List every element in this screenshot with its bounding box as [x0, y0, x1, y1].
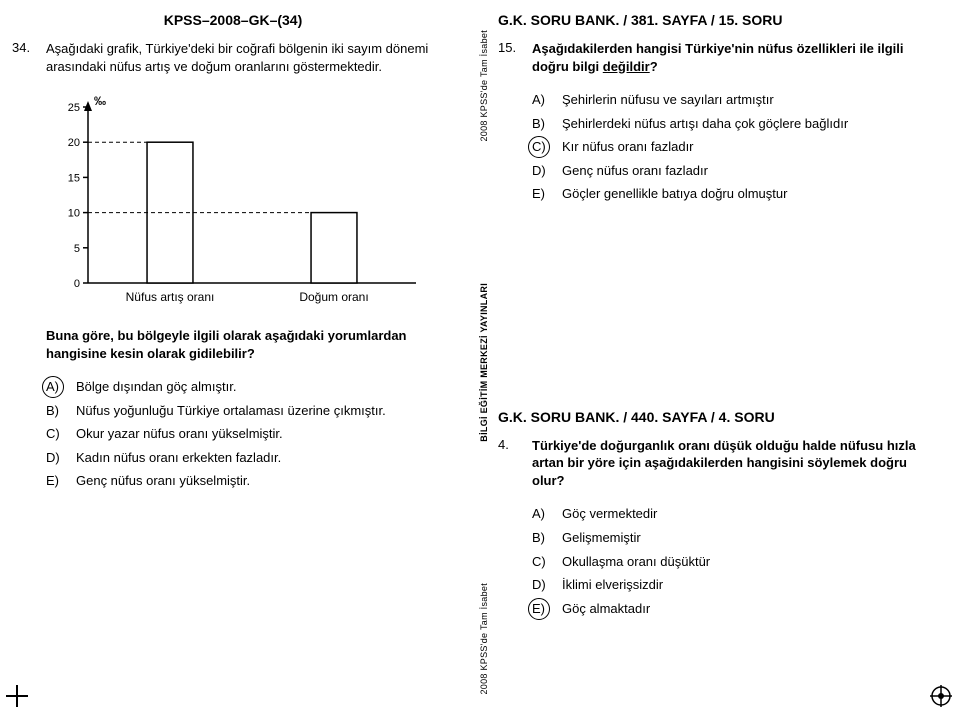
q4-opt-a: A) Göç vermektedir	[532, 505, 926, 523]
left-header: KPSS–2008–GK–(34)	[12, 12, 454, 28]
q34-text: Aşağıdaki grafik, Türkiye'deki bir coğra…	[46, 40, 454, 85]
svg-text:10: 10	[68, 208, 80, 220]
option-text: Göçler genellikle batıya doğru olmuştur	[562, 185, 926, 203]
svg-text:‰: ‰	[94, 94, 106, 108]
q4-opt-b: B) Gelişmemiştir	[532, 529, 926, 547]
svg-text:15: 15	[68, 172, 80, 184]
svg-text:20: 20	[68, 137, 80, 149]
q15-text: Aşağıdakilerden hangisi Türkiye'nin nüfu…	[532, 40, 926, 85]
option-letter: E)	[532, 600, 562, 618]
option-text: Gelişmemiştir	[562, 529, 926, 547]
q15-prompt: Aşağıdakilerden hangisi Türkiye'nin nüfu…	[532, 40, 926, 75]
option-text: Kır nüfus oranı fazladır	[562, 138, 926, 156]
svg-text:5: 5	[74, 243, 80, 255]
svg-text:Doğum oranı: Doğum oranı	[299, 290, 368, 304]
chart-svg: 0 5 10 15 20 25 ‰ Nüfus artış oranı Doğum oranı	[46, 93, 426, 313]
q15: 15. Aşağıdakilerden hangisi Türkiye'nin …	[498, 40, 926, 85]
option-text: İklimi elverişsizdir	[562, 576, 926, 594]
q15-opt-b: B) Şehirlerdeki nüfus artışı daha çok gö…	[532, 115, 926, 133]
q15-options: A) Şehirlerin nüfusu ve sayıları artmışt…	[532, 91, 926, 203]
q15-number: 15.	[498, 40, 532, 85]
q15-opt-d: D) Genç nüfus oranı fazladır	[532, 162, 926, 180]
q34-number: 34.	[12, 40, 46, 85]
q34-opt-b: B) Nüfus yoğunluğu Türkiye ortalaması üz…	[46, 402, 454, 420]
page-root: KPSS–2008–GK–(34) 34. Aşağıdaki grafik, …	[0, 0, 960, 715]
option-text: Nüfus yoğunluğu Türkiye ortalaması üzeri…	[76, 402, 454, 420]
svg-text:0: 0	[74, 278, 80, 290]
option-letter: D)	[532, 162, 562, 180]
q34-chart: 0 5 10 15 20 25 ‰ Nüfus artış oranı Doğum oranı	[46, 93, 426, 313]
q4-options: A) Göç vermektedir B) Gelişmemiştir C) O…	[532, 505, 926, 617]
option-text: Genç nüfus oranı yükselmiştir.	[76, 472, 454, 490]
q4-opt-c: C) Okullaşma oranı düşüktür	[532, 553, 926, 571]
q34-opt-d: D) Kadın nüfus oranı erkekten fazladır.	[46, 449, 454, 467]
option-text: Şehirlerdeki nüfus artışı daha çok göçle…	[562, 115, 926, 133]
q34: 34. Aşağıdaki grafik, Türkiye'deki bir c…	[12, 40, 454, 85]
option-letter: A)	[46, 378, 76, 396]
q4: 4. Türkiye'de doğurganlık oranı düşük ol…	[498, 437, 926, 500]
option-letter: D)	[532, 576, 562, 594]
right-column: G.K. SORU BANK. / 381. SAYFA / 15. SORU …	[472, 0, 944, 715]
option-text: Genç nüfus oranı fazladır	[562, 162, 926, 180]
q4-prompt: Türkiye'de doğurganlık oranı düşük olduğ…	[532, 437, 926, 490]
option-letter: D)	[46, 449, 76, 467]
option-text: Göç almaktadır	[562, 600, 926, 618]
q34-opt-a: A) Bölge dışından göç almıştır.	[46, 378, 454, 396]
q15-opt-a: A) Şehirlerin nüfusu ve sayıları artmışt…	[532, 91, 926, 109]
q4-number: 4.	[498, 437, 532, 500]
q4-opt-d: D) İklimi elverişsizdir	[532, 576, 926, 594]
q34-prompt-row: Buna göre, bu bölgeyle ilgili olarak aşa…	[12, 327, 454, 372]
q34-opt-c: C) Okur yazar nüfus oranı yükselmiştir.	[46, 425, 454, 443]
q34-opt-e: E) Genç nüfus oranı yükselmiştir.	[46, 472, 454, 490]
option-letter: B)	[46, 402, 76, 420]
option-letter: E)	[46, 472, 76, 490]
option-letter: E)	[532, 185, 562, 203]
q4-text: Türkiye'de doğurganlık oranı düşük olduğ…	[532, 437, 926, 500]
q34-prompt: Buna göre, bu bölgeyle ilgili olarak aşa…	[46, 327, 454, 362]
q34-intro: Aşağıdaki grafik, Türkiye'deki bir coğra…	[46, 40, 454, 75]
option-letter: C)	[532, 553, 562, 571]
right-header-2: G.K. SORU BANK. / 440. SAYFA / 4. SORU	[498, 409, 926, 425]
option-text: Göç vermektedir	[562, 505, 926, 523]
q4-opt-e: E) Göç almaktadır	[532, 600, 926, 618]
svg-text:25: 25	[68, 102, 80, 114]
svg-text:Nüfus artış oranı: Nüfus artış oranı	[126, 290, 215, 304]
spacer	[498, 209, 926, 409]
option-letter: C)	[532, 138, 562, 156]
option-text: Kadın nüfus oranı erkekten fazladır.	[76, 449, 454, 467]
option-text: Okur yazar nüfus oranı yükselmiştir.	[76, 425, 454, 443]
option-letter: A)	[532, 505, 562, 523]
q15-opt-e: E) Göçler genellikle batıya doğru olmuşt…	[532, 185, 926, 203]
option-letter: B)	[532, 115, 562, 133]
q34-options: A) Bölge dışından göç almıştır. B) Nüfus…	[46, 378, 454, 490]
q15-opt-c: C) Kır nüfus oranı fazladır	[532, 138, 926, 156]
option-letter: C)	[46, 425, 76, 443]
right-header-1: G.K. SORU BANK. / 381. SAYFA / 15. SORU	[498, 12, 926, 28]
option-letter: A)	[532, 91, 562, 109]
option-letter: B)	[532, 529, 562, 547]
option-text: Bölge dışından göç almıştır.	[76, 378, 454, 396]
crop-mark-icon	[6, 685, 28, 707]
registration-mark-icon	[930, 685, 952, 707]
left-column: KPSS–2008–GK–(34) 34. Aşağıdaki grafik, …	[0, 0, 472, 715]
option-text: Şehirlerin nüfusu ve sayıları artmıştır	[562, 91, 926, 109]
option-text: Okullaşma oranı düşüktür	[562, 553, 926, 571]
